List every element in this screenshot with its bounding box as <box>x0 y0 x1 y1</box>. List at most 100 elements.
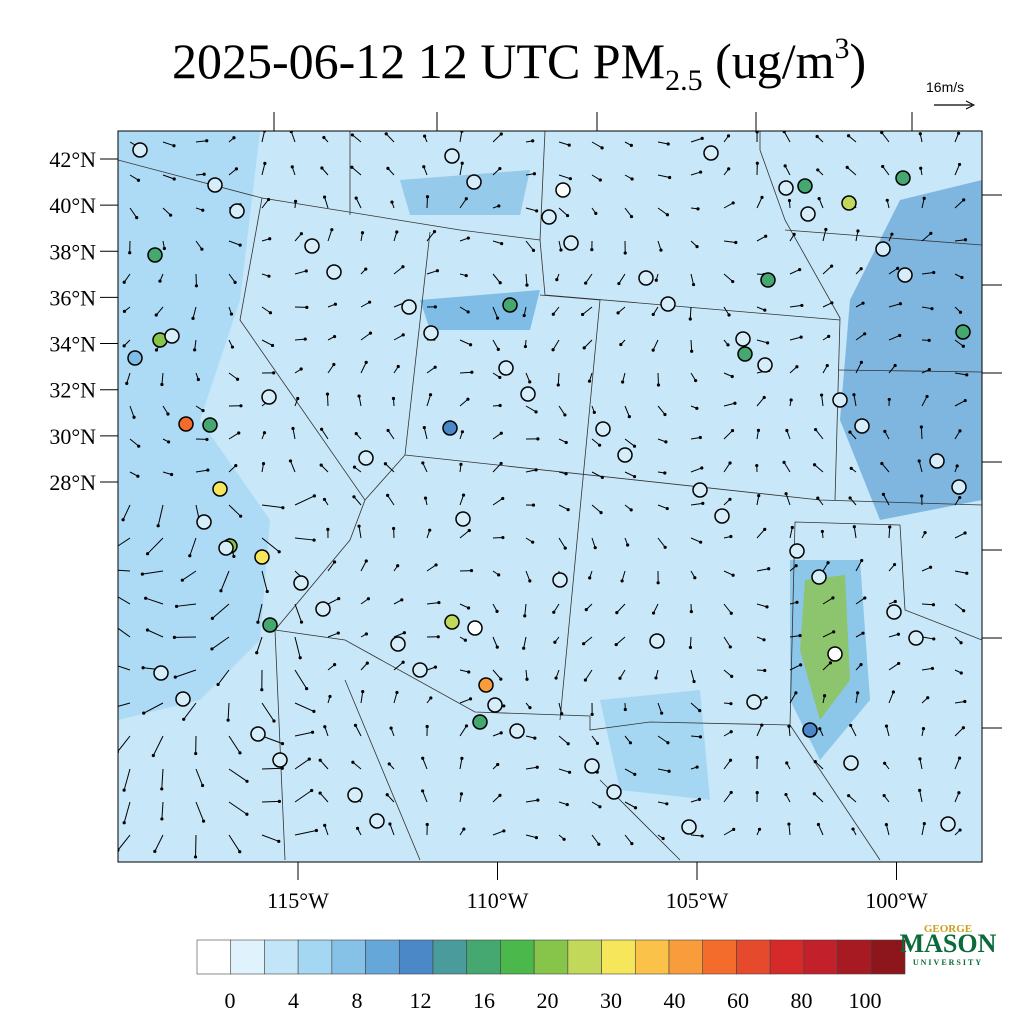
wind-vector-head <box>528 579 532 583</box>
wind-vector-head <box>325 392 330 396</box>
concentration-field <box>600 690 710 800</box>
wind-vector <box>855 362 862 374</box>
wind-vector-head <box>861 631 865 635</box>
wind-vector-head <box>468 697 473 701</box>
wind-vector-head <box>238 751 242 755</box>
wind-vector-head <box>566 508 570 512</box>
wind-vector-head <box>151 753 155 758</box>
wind-vector <box>954 727 964 737</box>
wind-vector-head <box>883 761 887 765</box>
wind-vector-head <box>205 139 209 143</box>
station-marker <box>703 145 719 161</box>
colorbar-box <box>466 939 501 975</box>
wind-vector <box>326 394 329 407</box>
wind-vector <box>784 165 791 176</box>
wind-vector-head <box>461 493 466 497</box>
wind-vector-head <box>528 380 532 384</box>
wind-vector-head <box>566 742 570 746</box>
wind-vector <box>385 463 395 473</box>
wind-vector-head <box>499 461 503 466</box>
wind-vector <box>324 196 329 209</box>
wind-vector-head <box>627 415 631 419</box>
wind-vector-head <box>272 719 276 723</box>
wind-vector-head <box>201 208 205 212</box>
wind-vector-head <box>210 647 214 651</box>
wind-vector-head <box>193 348 197 352</box>
wind-vector-head <box>460 756 464 760</box>
wind-vector-head <box>495 645 499 649</box>
wind-vector <box>525 469 537 473</box>
station-marker <box>827 646 843 662</box>
station-marker <box>735 331 751 347</box>
wind-vector-head <box>849 466 853 470</box>
wind-vector-head <box>926 696 930 700</box>
wind-vector <box>360 560 367 572</box>
wind-vector <box>459 530 470 539</box>
station-marker <box>854 418 870 434</box>
wind-vector-head <box>861 301 865 305</box>
wind-vector-head <box>172 144 176 148</box>
wind-vector <box>261 537 280 553</box>
wind-vector-head <box>328 694 332 699</box>
colorbar-box <box>736 939 771 975</box>
wind-vector-head <box>534 468 538 472</box>
wind-vector <box>855 560 863 572</box>
wind-vector <box>881 463 890 473</box>
wind-vector-head <box>848 496 852 500</box>
wind-vector <box>294 702 315 712</box>
wind-vector <box>154 834 164 852</box>
wind-vector-head <box>460 430 465 434</box>
wind-vector-head <box>918 757 922 761</box>
wind-vector-head <box>929 231 933 235</box>
wind-vector <box>525 405 537 413</box>
wind-vector-head <box>930 307 934 311</box>
wind-vector <box>888 633 899 638</box>
wind-vector <box>183 702 197 720</box>
wind-vector-head <box>296 396 300 401</box>
wind-vector-head <box>552 610 556 614</box>
wind-vector-head <box>401 265 405 269</box>
wind-vector <box>492 432 502 440</box>
wind-vector <box>358 395 362 407</box>
wind-vector <box>459 339 471 346</box>
station-marker <box>692 482 708 498</box>
wind-vector-head <box>859 360 863 364</box>
wind-vector-head <box>787 724 791 728</box>
wind-vector-head <box>896 632 901 636</box>
wind-vector <box>855 230 859 242</box>
wind-vector <box>294 830 317 836</box>
wind-vector-head <box>755 161 759 165</box>
station-marker <box>681 819 697 835</box>
wind-vector-head <box>166 440 171 444</box>
wind-vector-head <box>918 788 922 792</box>
station-marker <box>832 392 848 408</box>
wind-vector-head <box>795 600 799 604</box>
wind-vector-head <box>597 842 601 846</box>
wind-vector <box>788 726 791 737</box>
wind-vector <box>459 131 463 143</box>
colorbar-box <box>702 939 737 975</box>
wind-vector-head <box>280 742 285 746</box>
wind-vector-head <box>500 242 504 246</box>
wind-vector-head <box>599 511 603 515</box>
wind-vector-head <box>623 251 627 255</box>
wind-vector-head <box>298 656 302 660</box>
wind-vector-head <box>122 344 126 348</box>
wind-vector-head <box>245 812 249 816</box>
wind-vector-head <box>235 377 240 381</box>
wind-vector-head <box>845 165 849 169</box>
wind-vector <box>123 801 131 823</box>
wind-vector <box>294 270 307 275</box>
wind-vector <box>195 240 203 250</box>
wind-vector <box>389 823 395 836</box>
wind-vector <box>355 725 362 737</box>
wind-vector-head <box>122 821 126 825</box>
title-text: (ug/m <box>703 33 835 89</box>
wind-vector <box>261 504 283 509</box>
station-marker <box>843 755 859 771</box>
wind-vector-head <box>654 676 658 680</box>
wind-vector-head <box>755 131 759 134</box>
wind-vector-head <box>361 690 365 694</box>
wind-vector-head <box>700 466 704 470</box>
